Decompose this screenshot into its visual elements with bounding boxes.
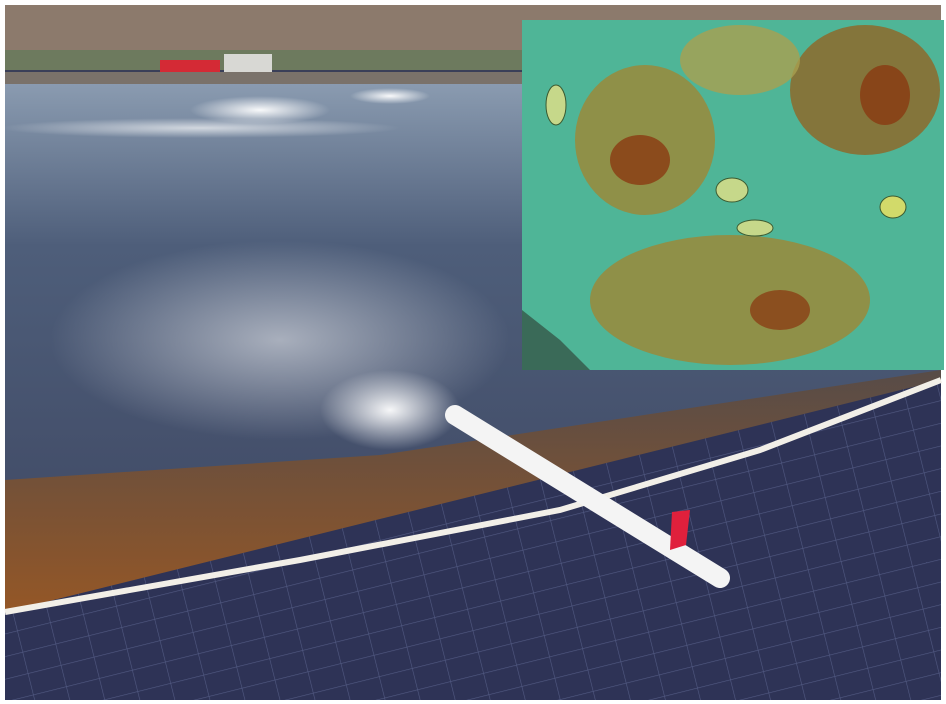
aeration-pipe (445, 405, 730, 588)
microscope-inset (522, 20, 944, 370)
red-marker (670, 510, 690, 550)
aeration-bubble (320, 370, 460, 450)
floc-core (860, 65, 910, 125)
floc-core (750, 290, 810, 330)
biofloc-band (5, 370, 941, 612)
protozoan (715, 177, 749, 203)
aerator-foam (190, 96, 330, 124)
aerator-foam (350, 88, 430, 104)
protozoan (736, 219, 774, 237)
shoreline-foam (4, 377, 943, 615)
liner-net (5, 380, 941, 700)
protozoan (879, 195, 907, 219)
floc-cluster (590, 235, 870, 365)
debris (522, 310, 590, 370)
foam-streak (0, 118, 400, 138)
protozoan (545, 84, 567, 126)
floc-cluster (680, 25, 800, 95)
floc-core (610, 135, 670, 185)
